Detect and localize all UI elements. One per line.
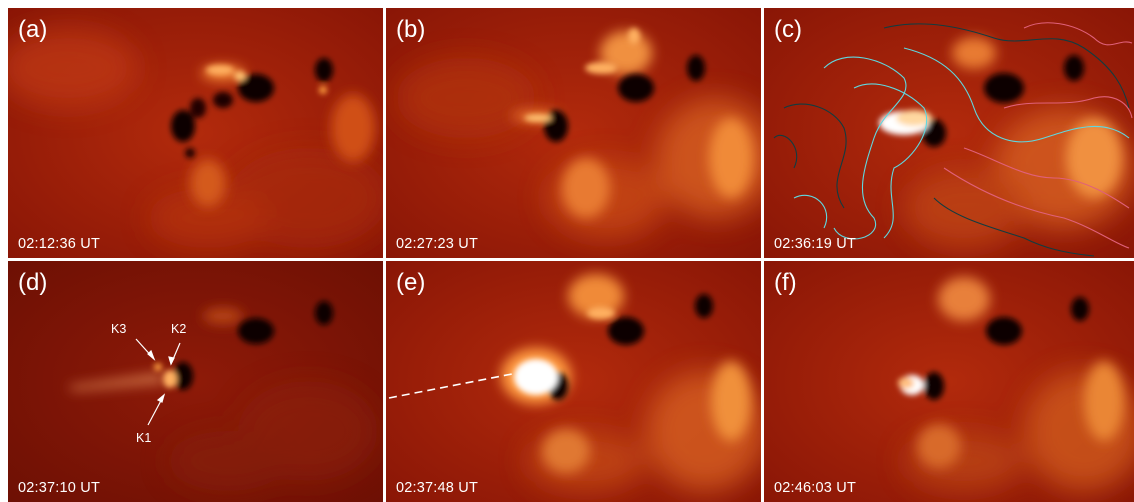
label-k2: K2 xyxy=(171,322,186,336)
panel-e-label: (e) xyxy=(396,269,426,296)
panel-d-label: (d) xyxy=(18,269,48,296)
panel-f-label: (f) xyxy=(774,269,797,296)
panel-e-image xyxy=(386,261,761,502)
panel-b-label: (b) xyxy=(396,16,426,43)
panel-c-label: (c) xyxy=(774,16,802,43)
panel-f-time: 02:46:03 UT xyxy=(774,480,856,496)
panel-e: (e) 02:37:48 UT xyxy=(386,261,761,502)
label-k1: K1 xyxy=(136,431,151,445)
panel-b-time: 02:27:23 UT xyxy=(396,236,478,252)
trajectory-line xyxy=(388,373,513,399)
panel-c-image xyxy=(764,8,1134,258)
panel-f: (f) 02:46:03 UT xyxy=(764,261,1134,502)
panel-c: (c) 02:36:19 UT xyxy=(764,8,1134,258)
panel-b: (b) 02:27:23 UT xyxy=(386,8,761,258)
panel-d: K3 K2 K1 (d) 02:37:10 UT xyxy=(8,261,383,502)
label-k3: K3 xyxy=(111,322,126,336)
panel-d-image: K3 K2 K1 xyxy=(8,261,383,502)
panel-b-image xyxy=(386,8,761,258)
panel-f-image xyxy=(764,261,1134,502)
k-annotations xyxy=(135,338,181,426)
panel-a-time: 02:12:36 UT xyxy=(18,236,100,252)
panel-d-time: 02:37:10 UT xyxy=(18,480,100,496)
panel-a-label: (a) xyxy=(18,16,48,43)
panel-c-time: 02:36:19 UT xyxy=(774,236,856,252)
panel-a-image xyxy=(8,8,383,258)
panel-e-time: 02:37:48 UT xyxy=(396,480,478,496)
panel-a: (a) 02:12:36 UT xyxy=(8,8,383,258)
